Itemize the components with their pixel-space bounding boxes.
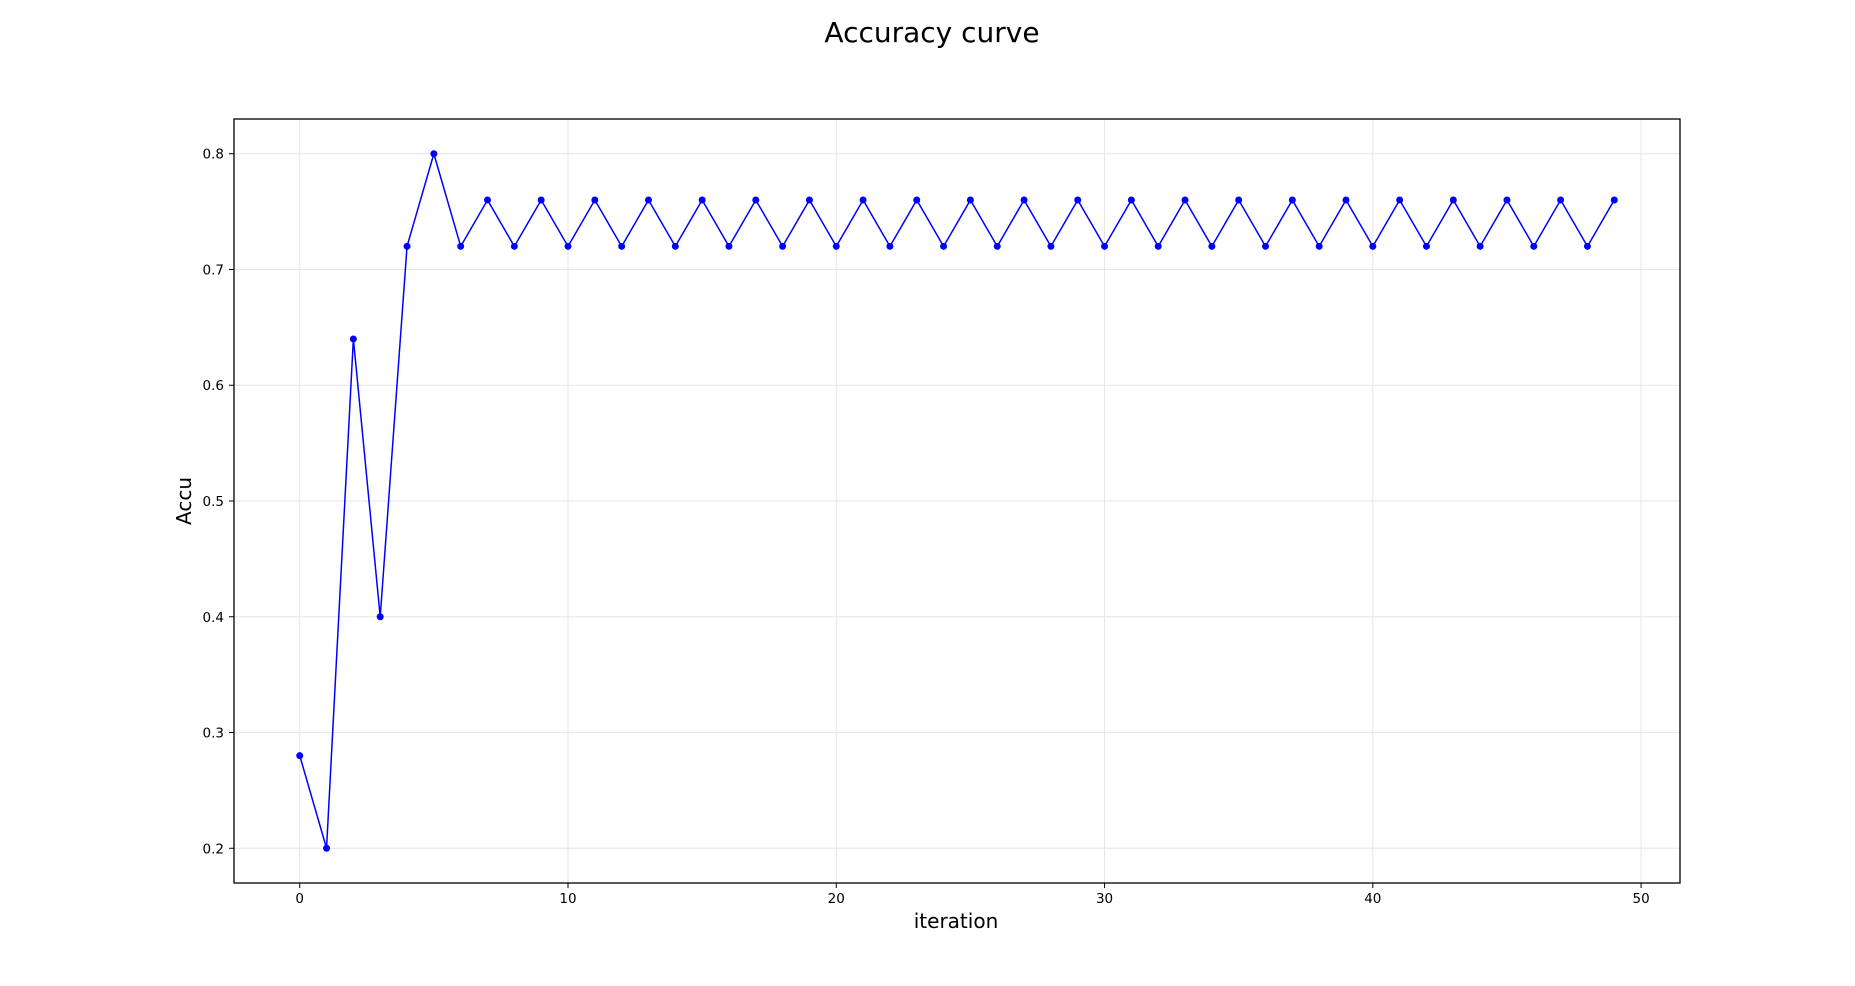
y-axis-label: Accu [172,477,196,525]
data-point [859,196,867,204]
data-point [1369,242,1377,250]
data-point [1342,196,1350,204]
data-point [591,196,599,204]
x-tick-label: 10 [559,891,576,907]
data-point [457,242,465,250]
data-point [993,242,1001,250]
data-point [1235,196,1243,204]
data-point [966,196,974,204]
y-tick-label: 0.7 [203,262,224,278]
data-point [671,242,679,250]
data-point [1557,196,1565,204]
data-point [376,613,384,621]
data-point [1127,196,1135,204]
data-point [1422,242,1430,250]
y-tick-label: 0.4 [203,610,224,626]
x-tick-label: 40 [1364,891,1381,907]
y-tick-label: 0.8 [203,147,224,163]
data-point [537,196,545,204]
data-point [1288,196,1296,204]
accuracy-series-line [299,152,1615,850]
data-point [1503,196,1511,204]
data-point [644,196,652,204]
data-point [1262,242,1270,250]
data-point [430,150,438,158]
data-point [1530,242,1538,250]
data-point [296,752,304,760]
data-point [1047,242,1055,250]
data-point [913,196,921,204]
x-tick-label: 0 [295,891,304,907]
data-point [1396,196,1404,204]
data-point [323,844,331,852]
y-tick-label: 0.5 [203,494,224,510]
data-point [1449,196,1457,204]
data-point [1074,196,1082,204]
data-point [1020,196,1028,204]
data-point [1101,242,1109,250]
y-tick-label: 0.2 [203,841,224,857]
data-point [779,242,787,250]
data-point [564,242,572,250]
data-point [940,242,948,250]
x-tick-label: 20 [828,891,845,907]
data-point [403,242,411,250]
data-point [1583,242,1591,250]
grid-lines [234,119,1680,883]
data-point [1315,242,1323,250]
axis-ticks: 0 10 20 30 40 50 0.2 0.3 0.4 0.5 0.6 0.7 0.8 [203,147,1650,907]
data-point [752,196,760,204]
chart-title: Accuracy curve [824,16,1039,49]
data-point [349,335,357,343]
x-axis-label: iteration [914,909,999,933]
x-tick-label: 50 [1633,891,1650,907]
y-tick-label: 0.6 [203,378,224,394]
data-point [1208,242,1216,250]
data-point [805,196,813,204]
x-tick-label: 30 [1096,891,1113,907]
series-layer [296,150,1618,852]
data-point [832,242,840,250]
data-point [1476,242,1484,250]
y-tick-label: 0.3 [203,726,224,742]
data-point [1181,196,1189,204]
data-point [725,242,733,250]
data-point [1610,196,1618,204]
data-point [484,196,492,204]
data-point [698,196,706,204]
data-point [618,242,626,250]
data-point [1154,242,1162,250]
data-point [886,242,894,250]
data-point [510,242,518,250]
